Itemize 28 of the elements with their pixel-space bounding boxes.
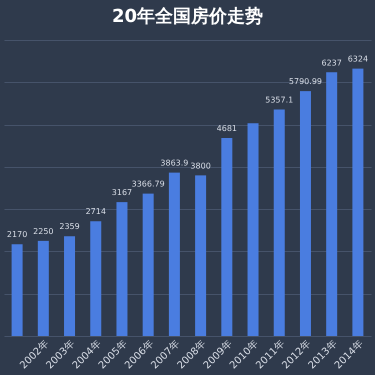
- bar: [352, 68, 364, 336]
- data-label: 2250: [33, 226, 54, 236]
- bar: [221, 138, 232, 336]
- data-label: 5790.99: [288, 77, 322, 86]
- bar: [274, 109, 285, 336]
- bar: [168, 172, 180, 336]
- chart-title: 20年全国房价走势: [112, 6, 264, 27]
- bar: [64, 236, 76, 336]
- bar: [142, 194, 154, 336]
- bar: [195, 175, 206, 336]
- data-label: 5357.1: [265, 95, 294, 104]
- data-label: 4681: [216, 124, 237, 134]
- bar: [90, 221, 102, 336]
- bar: [116, 202, 128, 336]
- data-label: 6237: [322, 58, 342, 68]
- bar: [38, 240, 49, 336]
- data-label: 2170: [6, 230, 28, 240]
- bar: [300, 91, 311, 336]
- bar: [326, 72, 338, 336]
- data-label: 6324: [348, 54, 368, 64]
- data-label: 2359: [59, 222, 80, 232]
- bar: [248, 123, 259, 336]
- data-label: 3863.9: [160, 158, 188, 168]
- bar: [12, 244, 23, 336]
- data-label: 2714: [86, 207, 106, 216]
- data-label: 3800: [190, 161, 211, 170]
- data-label: 3366.79: [132, 180, 165, 189]
- data-label: 3167: [112, 188, 132, 198]
